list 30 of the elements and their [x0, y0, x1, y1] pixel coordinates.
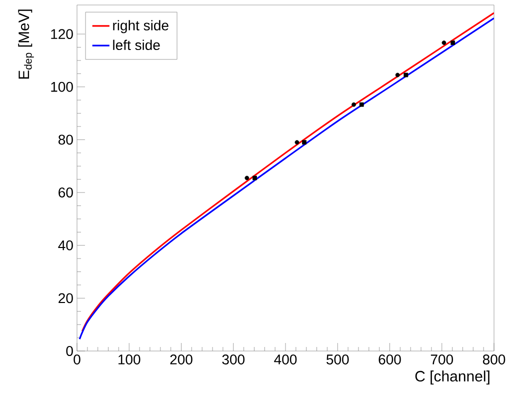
- legend-label: left side: [113, 40, 160, 50]
- y-tick-label: 120: [51, 29, 73, 40]
- x-tick-label: 0: [74, 354, 80, 364]
- point: [252, 176, 257, 180]
- y-axis-title: E$_{dep}$ [MeV]: [18, 10, 34, 79]
- point: [244, 176, 250, 180]
- point: [294, 140, 300, 145]
- y-tick-label: 0: [66, 346, 73, 356]
- point: [395, 72, 400, 78]
- y-tick-label: 100: [51, 82, 73, 92]
- point: [450, 40, 456, 45]
- point: [404, 72, 408, 78]
- point: [359, 102, 364, 107]
- point: [302, 140, 306, 145]
- x-tick-label: 800: [482, 354, 506, 364]
- x-tick-label: 400: [274, 354, 297, 364]
- x-tick-label: 300: [222, 354, 245, 364]
- x-tick-label: 200: [170, 354, 192, 364]
- x-axis-title: C [channel]: [415, 370, 490, 385]
- x-tick-label: 100: [118, 354, 140, 364]
- point: [352, 102, 356, 107]
- y-tick-label: 80: [58, 134, 73, 145]
- x-tick-label: 600: [378, 354, 401, 364]
- x-tick-label: 700: [430, 354, 454, 364]
- y-tick-label: 40: [58, 240, 73, 250]
- y-tick-label: 60: [58, 188, 73, 198]
- point: [442, 40, 446, 45]
- y-tick-label: 20: [58, 293, 73, 304]
- legend-label: right side: [113, 20, 168, 34]
- x-tick-label: 500: [326, 354, 349, 364]
